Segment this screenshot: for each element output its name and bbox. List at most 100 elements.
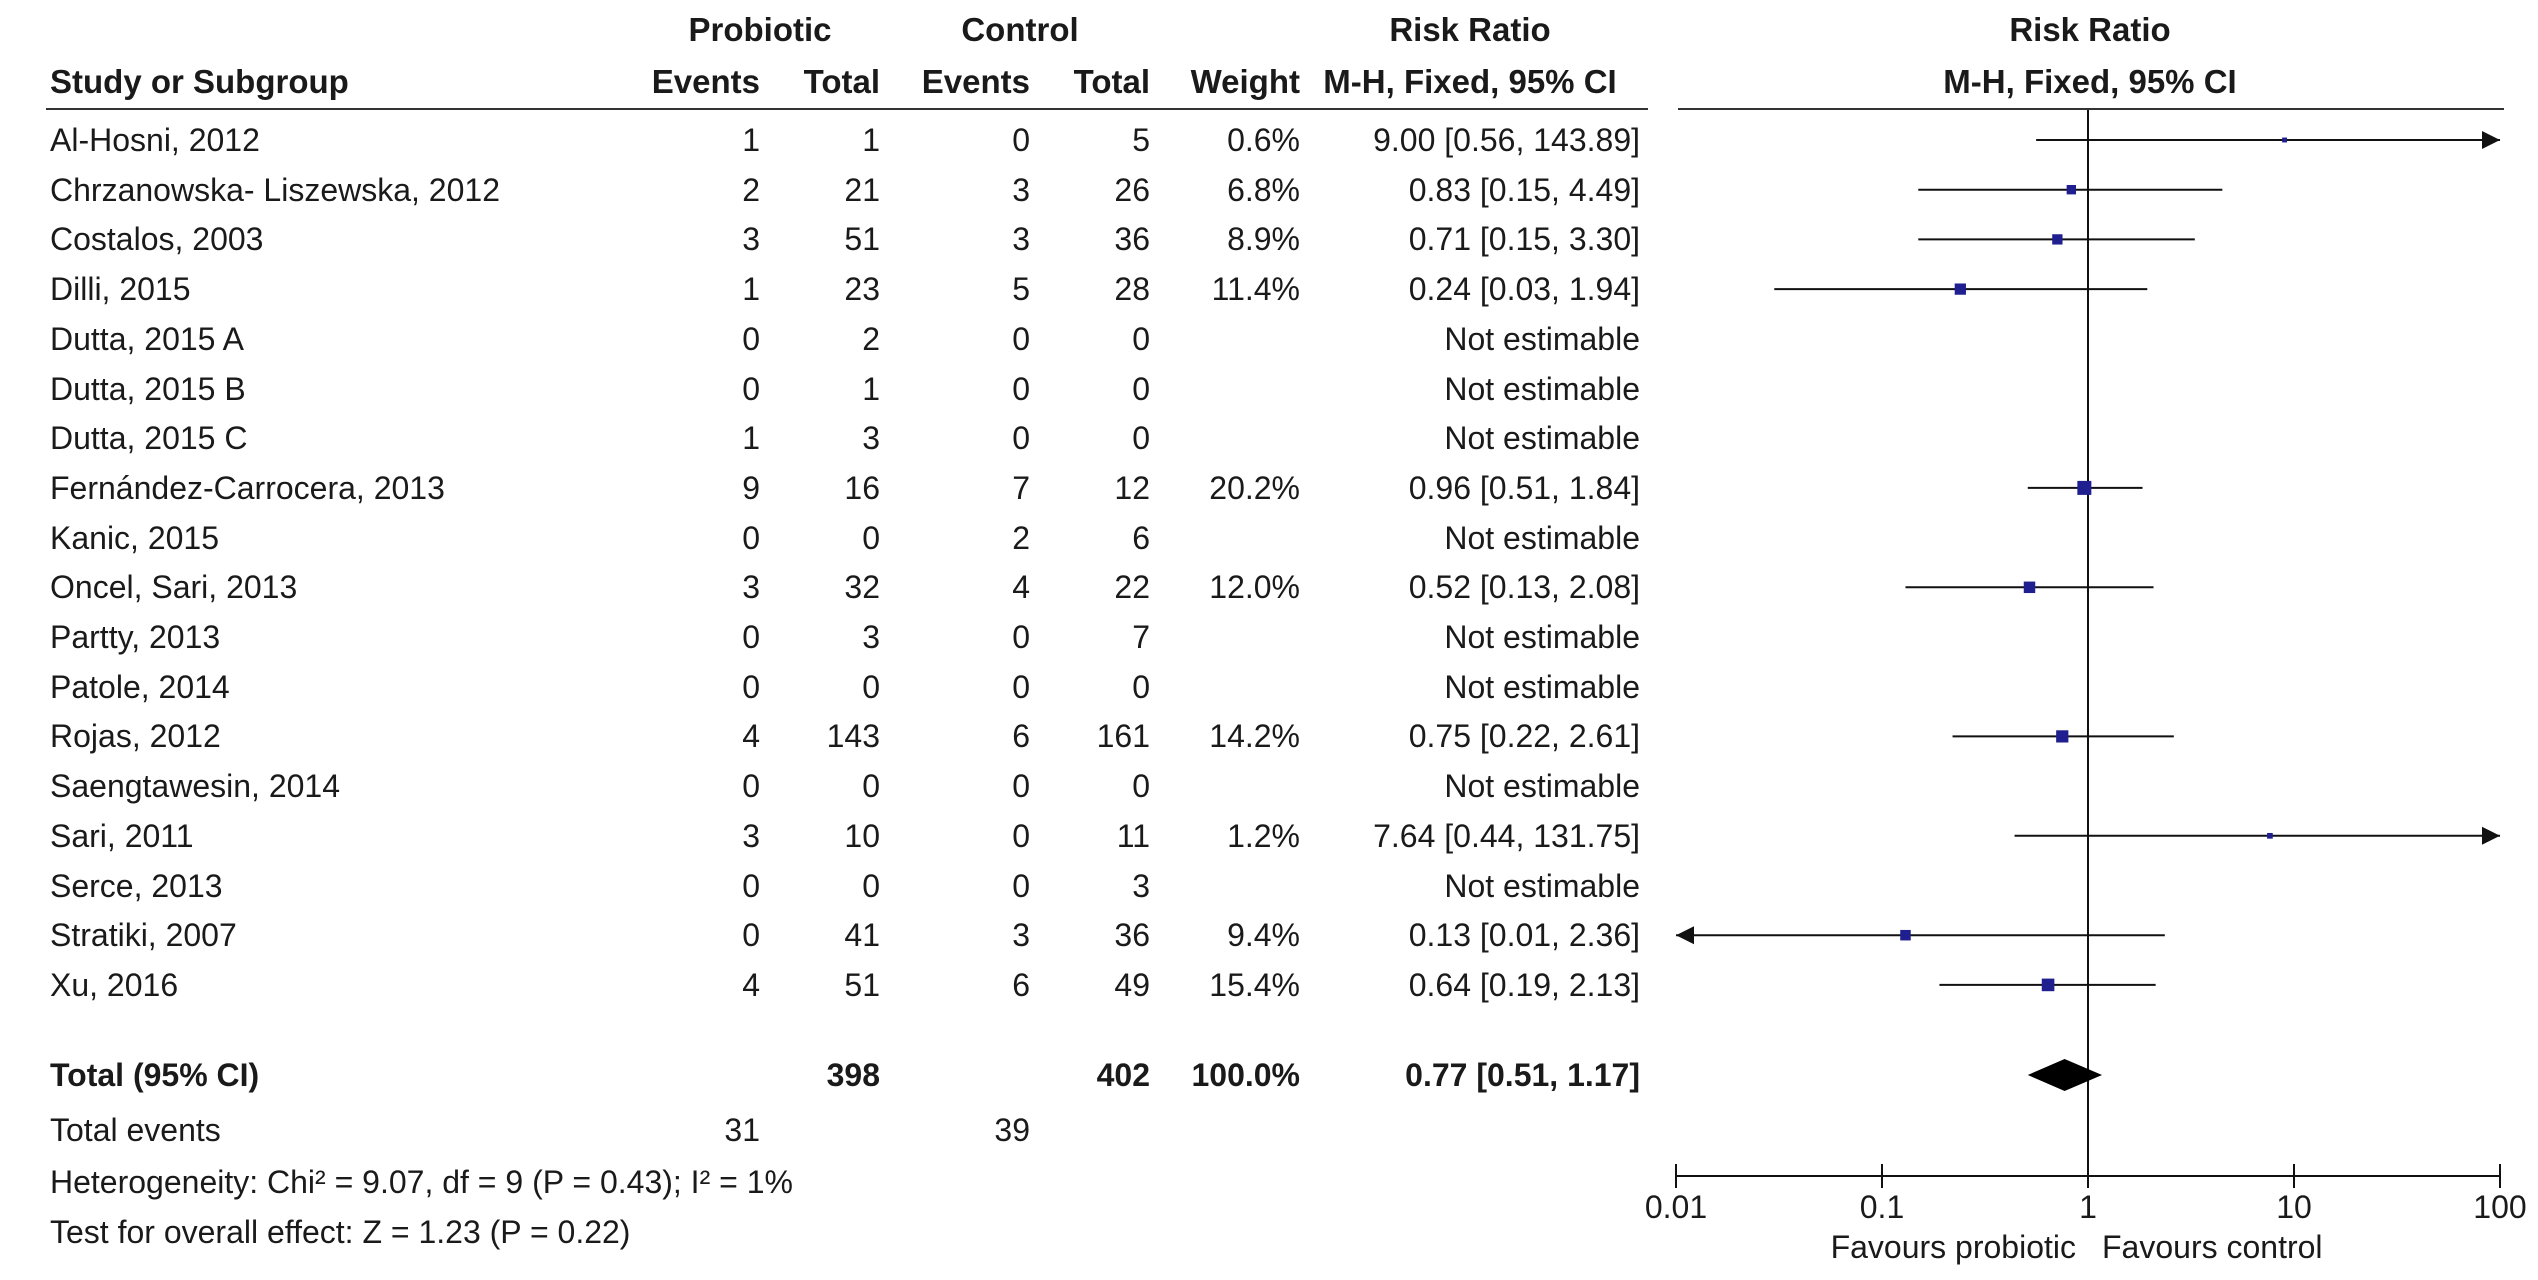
control-events: 0: [1012, 668, 1030, 705]
ci-arrow-right: [2482, 131, 2500, 149]
probiotic-events: 0: [742, 619, 760, 655]
study-ci: Not estimable: [1444, 370, 1640, 407]
control-total: 0: [1132, 420, 1150, 457]
study-weight: 0.6%: [1227, 122, 1300, 158]
study-weight: 1.2%: [1227, 817, 1300, 854]
control-events: 0: [1012, 370, 1030, 407]
control-events: 3: [1012, 917, 1030, 954]
probiotic-events: 0: [742, 867, 760, 904]
control-events: 3: [1012, 221, 1030, 258]
control-total: 0: [1132, 668, 1150, 705]
control-events: 0: [1012, 768, 1030, 805]
probiotic-total: 51: [844, 221, 880, 258]
x-axis-tick-label: 10: [2276, 1189, 2312, 1225]
study-ci: Not estimable: [1444, 668, 1640, 705]
study-ci: 0.52 [0.13, 2.08]: [1408, 569, 1640, 606]
control-events: 0: [1012, 420, 1030, 457]
probiotic-total: 0: [862, 668, 880, 705]
control-events: 0: [1012, 817, 1030, 854]
study-weight: 20.2%: [1209, 469, 1300, 506]
control-total: 26: [1114, 171, 1150, 208]
probiotic-total: 0: [862, 519, 880, 556]
study-name: Serce, 2013: [50, 867, 223, 904]
study-name: Stratiki, 2007: [50, 917, 237, 954]
study-weight: 6.8%: [1227, 171, 1300, 208]
study-ci: Not estimable: [1444, 768, 1640, 805]
probiotic-events: 1: [742, 420, 760, 457]
probiotic-events: 0: [742, 320, 760, 357]
study-ci: Not estimable: [1444, 420, 1640, 457]
point-estimate-marker: [2023, 581, 2036, 594]
study-name: Dutta, 2015 C: [50, 420, 248, 457]
study-ci: 9.00 [0.56, 143.89]: [1373, 122, 1640, 158]
study-ci: Not estimable: [1444, 619, 1640, 655]
study-name: Dutta, 2015 B: [50, 370, 246, 407]
ci-arrow-right: [2482, 826, 2500, 845]
control-total: 28: [1114, 271, 1150, 308]
study-column-header: Study or Subgroup: [50, 63, 349, 100]
probiotic-events-header: Events: [651, 63, 760, 100]
pooled-estimate-diamond: [2027, 1059, 2103, 1091]
risk-ratio-method-header: M-H, Fixed, 95% CI: [1323, 63, 1617, 100]
probiotic-events: 0: [742, 370, 760, 407]
study-name: Saengtawesin, 2014: [50, 768, 340, 805]
control-total: 3: [1132, 867, 1150, 904]
probiotic-events: 1: [742, 271, 760, 308]
control-total: 161: [1096, 718, 1150, 755]
control-total: 49: [1114, 966, 1150, 1003]
probiotic-events: 3: [742, 817, 760, 854]
study-weight: 12.0%: [1209, 569, 1300, 606]
control-events: 6: [1012, 718, 1030, 755]
probiotic-total: 0: [862, 768, 880, 805]
control-events: 0: [1012, 122, 1030, 158]
total-label: Total (95% CI): [50, 1057, 260, 1093]
header-divider: [46, 108, 1648, 110]
total-control: 402: [1096, 1057, 1150, 1093]
study-ci: 0.75 [0.22, 2.61]: [1408, 718, 1640, 755]
study-ci: 0.83 [0.15, 4.49]: [1408, 171, 1640, 208]
probiotic-events: 0: [742, 917, 760, 954]
weight-header: Weight: [1190, 63, 1300, 100]
study-weight: 14.2%: [1209, 718, 1300, 755]
probiotic-total: 3: [862, 619, 880, 655]
probiotic-events: 9: [742, 469, 760, 506]
study-ci: 0.24 [0.03, 1.94]: [1408, 271, 1640, 308]
control-events: 0: [1012, 619, 1030, 655]
probiotic-events: 0: [742, 519, 760, 556]
point-estimate-marker: [2056, 730, 2069, 743]
favours-control-label: Favours control: [2102, 1229, 2323, 1265]
study-ci: Not estimable: [1444, 867, 1640, 904]
study-ci: 0.71 [0.15, 3.30]: [1408, 221, 1640, 258]
study-weight: 8.9%: [1227, 221, 1300, 258]
probiotic-total: 51: [844, 966, 880, 1003]
study-weight: 15.4%: [1209, 966, 1300, 1003]
study-name: Al-Hosni, 2012: [50, 122, 260, 158]
study-name: Dilli, 2015: [50, 271, 191, 308]
probiotic-events: 0: [742, 768, 760, 805]
control-events: 7: [1012, 469, 1030, 506]
control-total: 36: [1114, 917, 1150, 954]
point-estimate-marker: [1900, 929, 1911, 941]
control-total: 6: [1132, 519, 1150, 556]
control-events: 3: [1012, 171, 1030, 208]
probiotic-total: 143: [826, 718, 880, 755]
control-total: 11: [1116, 817, 1150, 854]
study-name: Sari, 2011: [50, 817, 194, 854]
probiotic-events: 3: [742, 221, 760, 258]
point-estimate-marker: [2282, 137, 2288, 143]
control-total: 22: [1114, 569, 1150, 606]
total-events-control: 39: [994, 1112, 1030, 1148]
control-events: 2: [1012, 519, 1030, 556]
study-ci: 0.96 [0.51, 1.84]: [1408, 469, 1640, 506]
point-estimate-marker: [2052, 234, 2063, 245]
probiotic-events: 0: [742, 668, 760, 705]
study-name: Rojas, 2012: [50, 718, 221, 755]
probiotic-group-header: Probiotic: [688, 11, 832, 48]
probiotic-total: 0: [862, 867, 880, 904]
control-total: 5: [1132, 122, 1150, 158]
probiotic-total: 1: [862, 370, 880, 407]
x-axis-tick-label: 100: [2473, 1189, 2526, 1225]
control-events: 0: [1012, 867, 1030, 904]
control-total: 0: [1132, 320, 1150, 357]
